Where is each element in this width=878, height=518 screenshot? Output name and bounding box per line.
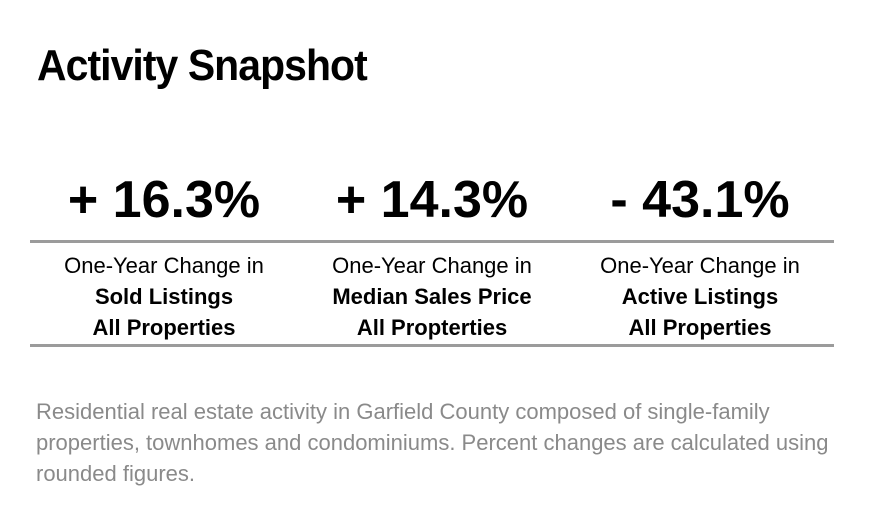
stat-value-sold-listings: + 16.3% bbox=[67, 171, 261, 229]
stat-value-median-sales-price: + 14.3% bbox=[335, 171, 529, 229]
page-title: Activity Snapshot bbox=[37, 41, 368, 90]
bottom-divider bbox=[30, 344, 834, 347]
stat-caption: One-Year Change in bbox=[64, 253, 264, 278]
stat-scope: All Properties bbox=[92, 315, 236, 340]
stat-label-active-listings: One-Year Change in Active Listings All P… bbox=[566, 250, 834, 344]
stat-column-active-listings: - 43.1% bbox=[566, 168, 834, 240]
stat-column-median-sales-price: + 14.3% bbox=[298, 168, 566, 240]
stat-metric-name: Median Sales Price bbox=[332, 284, 532, 309]
stat-values-row: + 16.3% + 14.3% - 43.1% bbox=[30, 168, 834, 240]
stat-caption: One-Year Change in bbox=[332, 253, 532, 278]
stat-label-median-sales-price: One-Year Change in Median Sales Price Al… bbox=[298, 250, 566, 344]
footnote: Residential real estate activity in Garf… bbox=[36, 399, 829, 486]
stat-caption: One-Year Change in bbox=[600, 253, 800, 278]
stat-scope: All Propterties bbox=[356, 315, 508, 340]
stat-labels-row: One-Year Change in Sold Listings All Pro… bbox=[30, 243, 834, 344]
stat-value-active-listings: - 43.1% bbox=[610, 171, 790, 229]
stat-label-sold-listings: One-Year Change in Sold Listings All Pro… bbox=[30, 250, 298, 344]
stat-metric-name: Active Listings bbox=[621, 284, 779, 309]
stat-metric-name: Sold Listings bbox=[94, 284, 234, 309]
top-divider bbox=[30, 240, 834, 243]
stats-panel: + 16.3% + 14.3% - 43.1% One-Year Change … bbox=[30, 168, 834, 347]
stat-column-sold-listings: + 16.3% bbox=[30, 168, 298, 240]
stat-scope: All Properties bbox=[628, 315, 772, 340]
